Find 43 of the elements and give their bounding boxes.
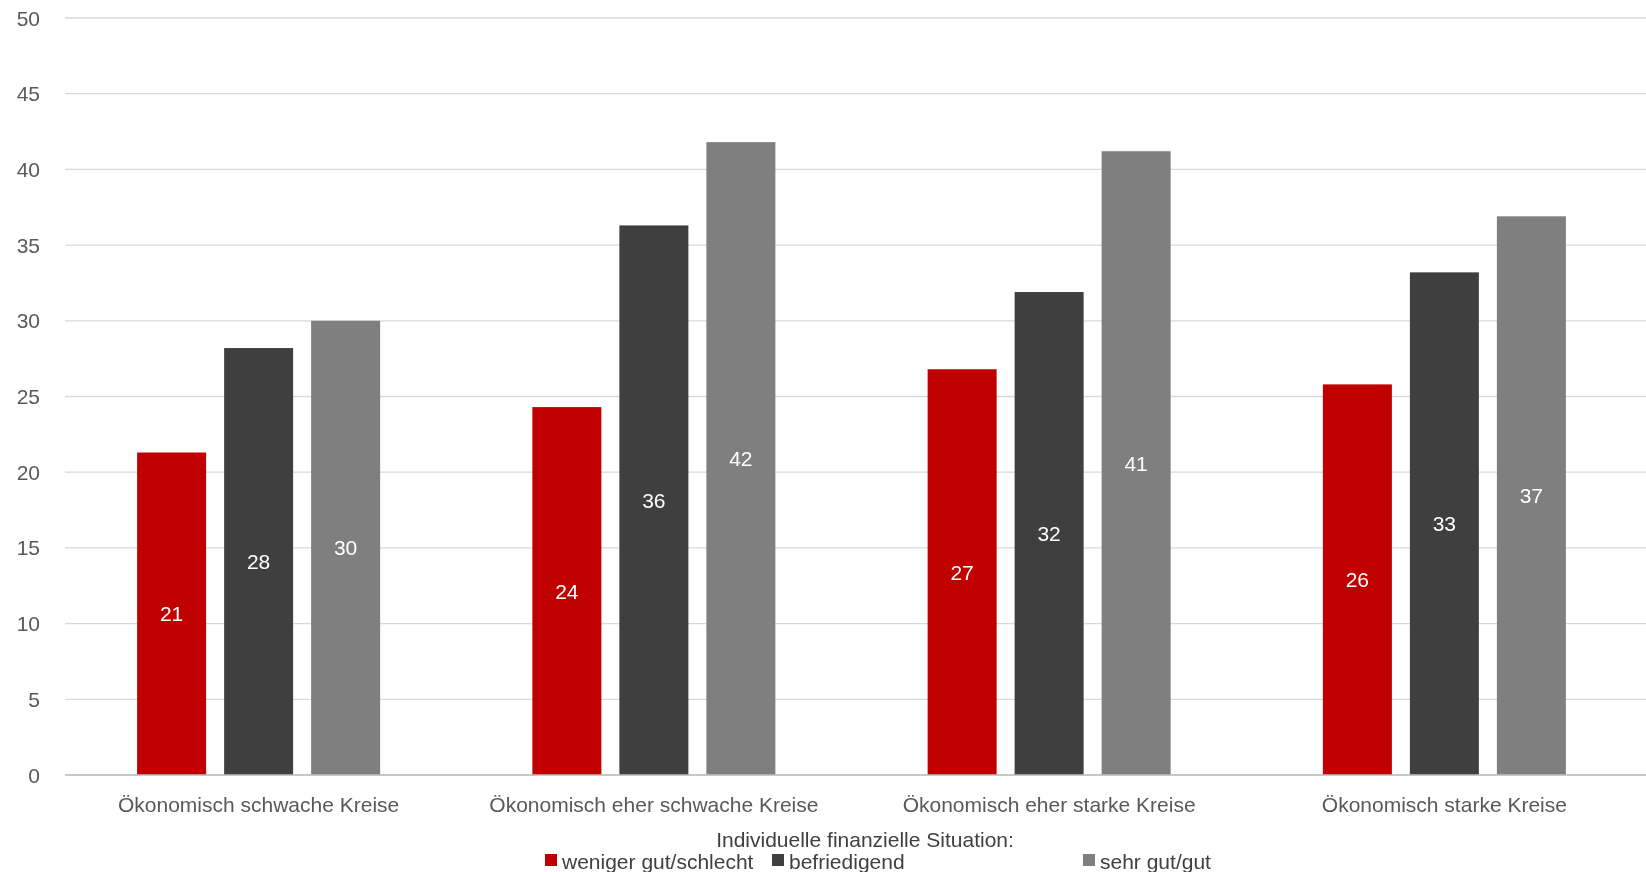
data-label: 37 [1519, 484, 1544, 508]
data-label: 21 [159, 602, 184, 626]
data-label: 42 [729, 447, 753, 471]
y-tick-label: 20 [16, 460, 40, 484]
bar [1409, 272, 1479, 775]
legend-label: befriedigend [789, 849, 905, 872]
y-tick-label: 5 [28, 687, 40, 711]
y-tick-label: 50 [16, 6, 40, 30]
y-tick-label: 10 [16, 612, 40, 636]
legend-label: sehr gut/gut [1100, 849, 1212, 872]
y-tick-label: 40 [16, 157, 40, 181]
y-tick-label: 15 [16, 536, 40, 560]
bar [532, 407, 602, 775]
x-tick-label: Ökonomisch schwache Kreise [117, 792, 400, 816]
bar [137, 452, 207, 775]
bar [927, 369, 997, 775]
y-tick-label: 25 [16, 385, 40, 408]
data-label: 27 [950, 560, 974, 584]
y-tick-label: 0 [28, 763, 40, 787]
data-label: 26 [1345, 568, 1370, 592]
bar [1496, 216, 1566, 775]
y-tick-label: 30 [16, 309, 40, 333]
bar [224, 348, 294, 775]
x-tick-label: Ökonomisch starke Kreise [1321, 792, 1567, 816]
bar [311, 320, 381, 775]
data-label: 33 [1432, 512, 1457, 536]
data-label: 30 [333, 536, 358, 560]
data-label: 36 [642, 488, 666, 512]
bar [1101, 151, 1171, 775]
bar [1322, 384, 1392, 775]
bar [706, 142, 776, 775]
x-tick-label: Ökonomisch eher starke Kreise [902, 792, 1196, 816]
data-label: 41 [1124, 451, 1148, 475]
legend-label: weniger gut/schlecht [561, 849, 754, 872]
y-tick-label: 45 [16, 82, 40, 106]
x-tick-label: Ökonomisch eher schwache Kreise [489, 792, 819, 816]
bar [1014, 292, 1084, 775]
bar [619, 225, 689, 775]
data-label: 28 [246, 550, 271, 574]
data-label: 32 [1037, 522, 1061, 546]
y-tick-label: 35 [16, 233, 40, 257]
data-label: 24 [555, 579, 579, 603]
legend-title: Individuelle finanzielle Situation: [716, 827, 1014, 851]
